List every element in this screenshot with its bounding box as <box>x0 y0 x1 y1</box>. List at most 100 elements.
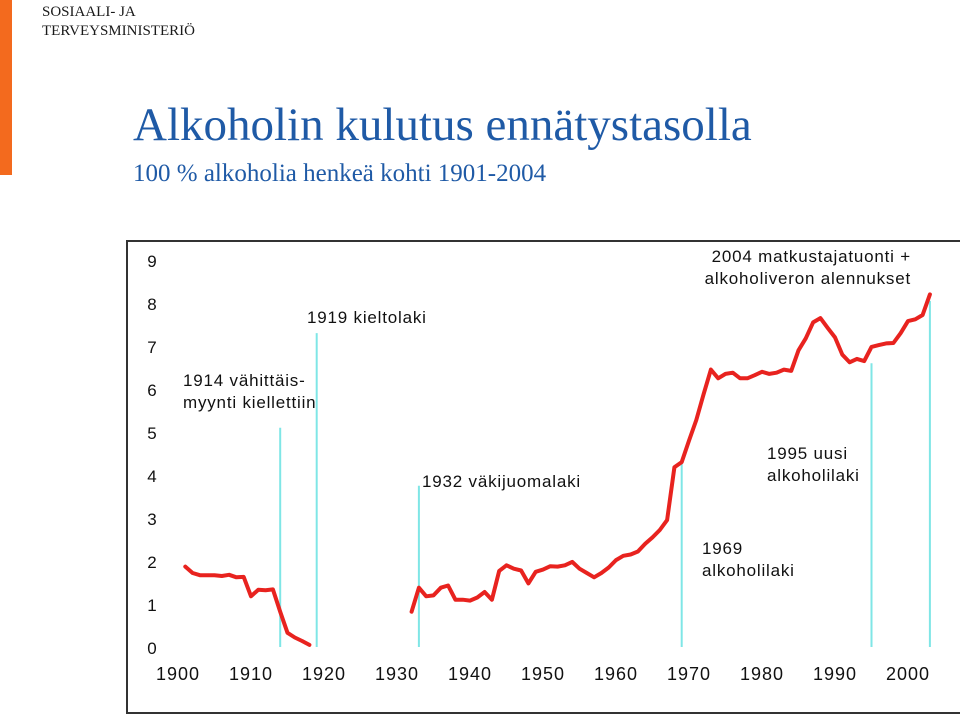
y-tick-label: 0 <box>147 639 156 658</box>
data-point <box>234 575 238 579</box>
event-annotation: 1919 kieltolaki <box>307 308 427 327</box>
data-point <box>424 594 428 598</box>
annotation-line: 1969 <box>702 539 743 558</box>
data-point <box>256 588 260 592</box>
data-point <box>818 316 823 320</box>
data-point <box>227 573 231 577</box>
data-point <box>570 560 574 564</box>
data-point <box>687 439 691 443</box>
data-point <box>694 418 698 422</box>
data-point <box>242 575 246 579</box>
x-tick-label: 1910 <box>229 664 273 684</box>
data-point <box>760 370 764 374</box>
annotation-line: myynti kiellettiin <box>183 393 316 412</box>
data-point <box>541 568 545 572</box>
data-point <box>782 368 786 372</box>
data-point <box>410 610 414 614</box>
data-point <box>475 595 479 600</box>
y-tick-label: 9 <box>147 252 156 271</box>
y-tick-label: 1 <box>147 596 156 615</box>
data-point <box>855 357 859 361</box>
org-line-2: TERVEYSMINISTERIÖ <box>42 23 195 39</box>
y-tick-label: 3 <box>147 510 156 529</box>
data-point <box>658 528 662 532</box>
data-point <box>271 587 275 591</box>
data-point <box>921 313 925 317</box>
data-point <box>629 552 633 557</box>
data-point <box>461 598 465 602</box>
x-tick-label: 1930 <box>375 664 419 684</box>
data-point <box>796 348 801 352</box>
x-tick-label: 1950 <box>521 664 565 684</box>
series-line <box>409 292 932 614</box>
data-point <box>650 535 655 539</box>
x-tick-label: 1940 <box>448 664 492 684</box>
data-point <box>534 570 538 574</box>
data-point <box>300 639 304 643</box>
data-point <box>891 341 896 345</box>
data-point <box>278 610 282 614</box>
data-point <box>672 465 677 469</box>
data-point <box>556 564 560 569</box>
data-point <box>483 590 487 594</box>
event-annotation: 1995 uusi alkoholilaki <box>767 444 860 485</box>
data-point <box>804 336 808 340</box>
data-point <box>767 372 771 376</box>
data-point <box>453 598 457 602</box>
data-point <box>307 643 311 647</box>
data-point <box>599 571 604 575</box>
event-annotations: 1914 vähittäis-myynti kiellettiin 1919 ki… <box>183 247 910 580</box>
data-point <box>702 392 706 396</box>
data-point <box>212 573 217 577</box>
annotation-line: alkoholilaki <box>767 466 860 485</box>
data-point <box>548 564 552 568</box>
data-point <box>869 345 874 349</box>
y-tick-label: 6 <box>147 381 156 400</box>
event-annotation: 1932 väkijuomalaki <box>422 472 581 491</box>
data-point <box>731 371 735 375</box>
data-point <box>512 567 516 571</box>
data-point <box>906 319 910 323</box>
data-point <box>840 353 844 357</box>
x-tick-label: 1970 <box>667 664 711 684</box>
data-point <box>446 583 450 588</box>
data-point <box>249 594 253 598</box>
data-point <box>293 635 297 640</box>
y-tick-label: 8 <box>147 295 156 314</box>
data-point <box>285 631 290 635</box>
data-point <box>789 369 793 373</box>
data-point <box>264 588 268 592</box>
data-point <box>877 343 881 347</box>
annotation-line: 1995 uusi <box>767 444 848 463</box>
organization-logo: SOSIAALI- JA TERVEYSMINISTERIÖ <box>42 3 195 41</box>
data-point <box>665 518 669 522</box>
data-point <box>723 372 728 376</box>
data-point <box>468 598 472 603</box>
data-point <box>833 335 837 339</box>
org-line-1: SOSIAALI- JA <box>42 4 136 20</box>
annotation-line: 1919 kieltolaki <box>307 308 427 327</box>
annotation-line: 1932 väkijuomalaki <box>422 472 581 491</box>
data-point <box>636 549 640 554</box>
data-point <box>826 326 830 330</box>
annotation-line: 1914 vähittäis- <box>183 371 306 390</box>
page-title: Alkoholin kulutus ennätystasolla <box>133 99 752 151</box>
y-axis-ticks: 0 1 2 3 4 5 6 7 8 9 <box>147 252 156 658</box>
data-point <box>607 565 611 570</box>
page-subtitle: 100 % alkoholia henkeä kohti 1901-2004 <box>133 160 547 187</box>
data-point <box>198 573 202 577</box>
chart-frame <box>126 240 960 714</box>
data-point <box>716 376 720 380</box>
data-point <box>431 593 436 598</box>
x-axis-ticks: 1900 1910 1920 1930 1940 1950 1960 1970 1980 1990… <box>156 664 930 684</box>
event-annotation: 1969 alkoholilaki <box>702 539 794 580</box>
data-point <box>614 558 618 562</box>
y-tick-label: 4 <box>147 467 156 486</box>
data-point <box>899 331 903 335</box>
data-point <box>220 574 224 578</box>
x-tick-label: 2000 <box>886 664 930 684</box>
event-markers <box>279 300 931 647</box>
data-point <box>709 368 713 372</box>
data-point <box>928 292 932 296</box>
